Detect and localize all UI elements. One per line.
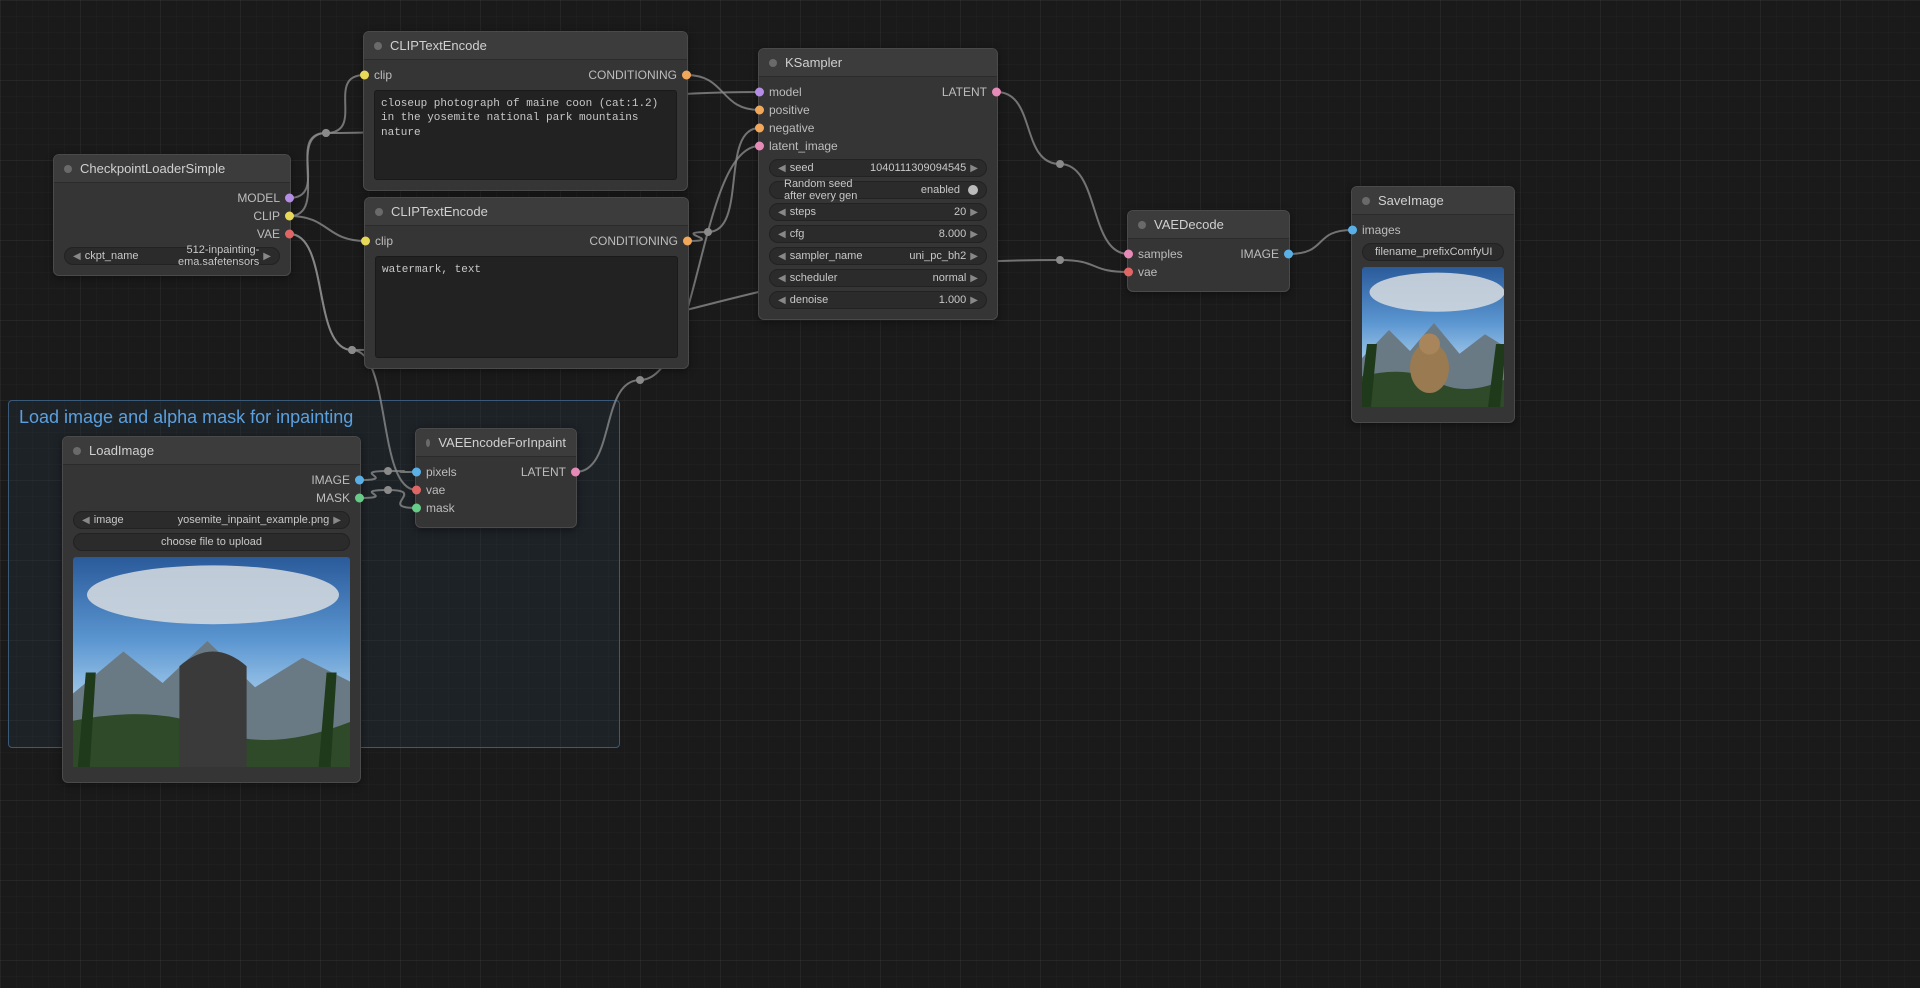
widget-filename-prefix[interactable]: filename_prefix ComfyUI: [1362, 243, 1504, 261]
node-header[interactable]: KSampler: [759, 49, 997, 77]
port-dot-icon[interactable]: [1348, 226, 1357, 235]
node-title: VAEEncodeForInpaint: [438, 435, 566, 450]
input-pixels[interactable]: pixels: [426, 463, 496, 481]
widget-seed[interactable]: ◀seed1040111309094545▶: [769, 159, 987, 177]
node-title: CLIPTextEncode: [390, 38, 487, 53]
input-mask[interactable]: mask: [426, 499, 496, 517]
input-vae[interactable]: vae: [426, 481, 496, 499]
node-clip-text-encode-negative[interactable]: CLIPTextEncode clip CONDITIONING waterma…: [364, 197, 689, 369]
port-dot-icon[interactable]: [285, 194, 294, 203]
output-conditioning[interactable]: CONDITIONING: [527, 232, 679, 250]
port-dot-icon[interactable]: [755, 142, 764, 151]
node-title: LoadImage: [89, 443, 154, 458]
port-dot-icon[interactable]: [571, 468, 580, 477]
node-title: VAEDecode: [1154, 217, 1224, 232]
port-dot-icon[interactable]: [755, 88, 764, 97]
port-dot-icon[interactable]: [755, 124, 764, 133]
node-clip-text-encode-positive[interactable]: CLIPTextEncode clip CONDITIONING closeup…: [363, 31, 688, 191]
node-load-image[interactable]: LoadImage IMAGE MASK ◀ image yosemite_in…: [62, 436, 361, 783]
collapse-dot-icon[interactable]: [64, 165, 72, 173]
widget-ckpt-name[interactable]: ◀ ckpt_name 512-inpainting-ema.safetenso…: [64, 247, 280, 265]
port-dot-icon[interactable]: [412, 468, 421, 477]
input-clip[interactable]: clip: [375, 232, 527, 250]
output-conditioning[interactable]: CONDITIONING: [526, 66, 678, 84]
widget-image[interactable]: ◀ image yosemite_inpaint_example.png ▶: [73, 511, 350, 529]
port-dot-icon[interactable]: [992, 88, 1001, 97]
collapse-dot-icon[interactable]: [375, 208, 383, 216]
output-vae[interactable]: VAE: [64, 225, 280, 243]
output-model[interactable]: MODEL: [64, 189, 280, 207]
collapse-dot-icon[interactable]: [1138, 221, 1146, 229]
input-vae[interactable]: vae: [1138, 263, 1209, 281]
collapse-dot-icon[interactable]: [426, 439, 430, 447]
port-dot-icon[interactable]: [1124, 268, 1133, 277]
input-model[interactable]: model: [769, 83, 878, 101]
port-dot-icon[interactable]: [412, 504, 421, 513]
collapse-dot-icon[interactable]: [1362, 197, 1370, 205]
widget-steps[interactable]: ◀steps20▶: [769, 203, 987, 221]
arrow-right-icon[interactable]: ▶: [333, 515, 341, 526]
node-checkpoint-loader[interactable]: CheckpointLoaderSimple MODEL CLIP VAE ◀ …: [53, 154, 291, 276]
node-header[interactable]: VAEEncodeForInpaint: [416, 429, 576, 457]
node-header[interactable]: CLIPTextEncode: [364, 32, 687, 60]
collapse-dot-icon[interactable]: [769, 59, 777, 67]
choose-file-button[interactable]: choose file to upload: [73, 533, 350, 551]
input-clip[interactable]: clip: [374, 66, 526, 84]
node-title: KSampler: [785, 55, 842, 70]
output-image[interactable]: IMAGE: [73, 471, 350, 489]
node-title: CheckpointLoaderSimple: [80, 161, 225, 176]
node-vae-encode-inpaint[interactable]: VAEEncodeForInpaint pixels vae mask LATE…: [415, 428, 577, 528]
node-header[interactable]: CheckpointLoaderSimple: [54, 155, 290, 183]
port-dot-icon[interactable]: [285, 230, 294, 239]
node-header[interactable]: LoadImage: [63, 437, 360, 465]
input-images[interactable]: images: [1362, 221, 1504, 239]
node-ksampler[interactable]: KSampler model positive negative latent_…: [758, 48, 998, 320]
port-dot-icon[interactable]: [682, 71, 691, 80]
widget-denoise[interactable]: ◀denoise1.000▶: [769, 291, 987, 309]
collapse-dot-icon[interactable]: [374, 42, 382, 50]
output-clip[interactable]: CLIP: [64, 207, 280, 225]
port-dot-icon[interactable]: [355, 476, 364, 485]
node-header[interactable]: VAEDecode: [1128, 211, 1289, 239]
input-samples[interactable]: samples: [1138, 245, 1209, 263]
output-image[interactable]: IMAGE: [1209, 245, 1280, 263]
widget-sampler_name[interactable]: ◀sampler_nameuni_pc_bh2▶: [769, 247, 987, 265]
node-header[interactable]: CLIPTextEncode: [365, 198, 688, 226]
node-header[interactable]: SaveImage: [1352, 187, 1514, 215]
collapse-dot-icon[interactable]: [73, 447, 81, 455]
arrow-left-icon[interactable]: ◀: [82, 515, 90, 526]
port-dot-icon[interactable]: [683, 237, 692, 246]
widget-scheduler[interactable]: ◀schedulernormal▶: [769, 269, 987, 287]
input-image-preview[interactable]: [73, 557, 350, 772]
prompt-textarea[interactable]: closeup photograph of maine coon (cat:1.…: [374, 90, 677, 180]
arrow-left-icon[interactable]: ◀: [73, 251, 81, 262]
input-negative[interactable]: negative: [769, 119, 878, 137]
port-dot-icon[interactable]: [285, 212, 294, 221]
widget-cfg[interactable]: ◀cfg8.000▶: [769, 225, 987, 243]
arrow-right-icon[interactable]: ▶: [263, 251, 271, 262]
widget-random-seed-after-every-gen[interactable]: Random seed after every genenabled: [769, 181, 987, 199]
output-latent[interactable]: LATENT: [496, 463, 566, 481]
node-title: CLIPTextEncode: [391, 204, 488, 219]
input-latent-image[interactable]: latent_image: [769, 137, 878, 155]
output-latent[interactable]: LATENT: [878, 83, 987, 101]
port-dot-icon[interactable]: [355, 494, 364, 503]
output-image-preview[interactable]: [1362, 267, 1504, 412]
input-positive[interactable]: positive: [769, 101, 878, 119]
node-vae-decode[interactable]: VAEDecode samples vae IMAGE: [1127, 210, 1290, 292]
port-dot-icon[interactable]: [360, 71, 369, 80]
port-dot-icon[interactable]: [755, 106, 764, 115]
node-save-image[interactable]: SaveImage images filename_prefix ComfyUI: [1351, 186, 1515, 423]
port-dot-icon[interactable]: [1124, 250, 1133, 259]
port-dot-icon[interactable]: [361, 237, 370, 246]
node-title: SaveImage: [1378, 193, 1444, 208]
output-mask[interactable]: MASK: [73, 489, 350, 507]
port-dot-icon[interactable]: [1284, 250, 1293, 259]
prompt-textarea[interactable]: watermark, text: [375, 256, 678, 358]
port-dot-icon[interactable]: [412, 486, 421, 495]
